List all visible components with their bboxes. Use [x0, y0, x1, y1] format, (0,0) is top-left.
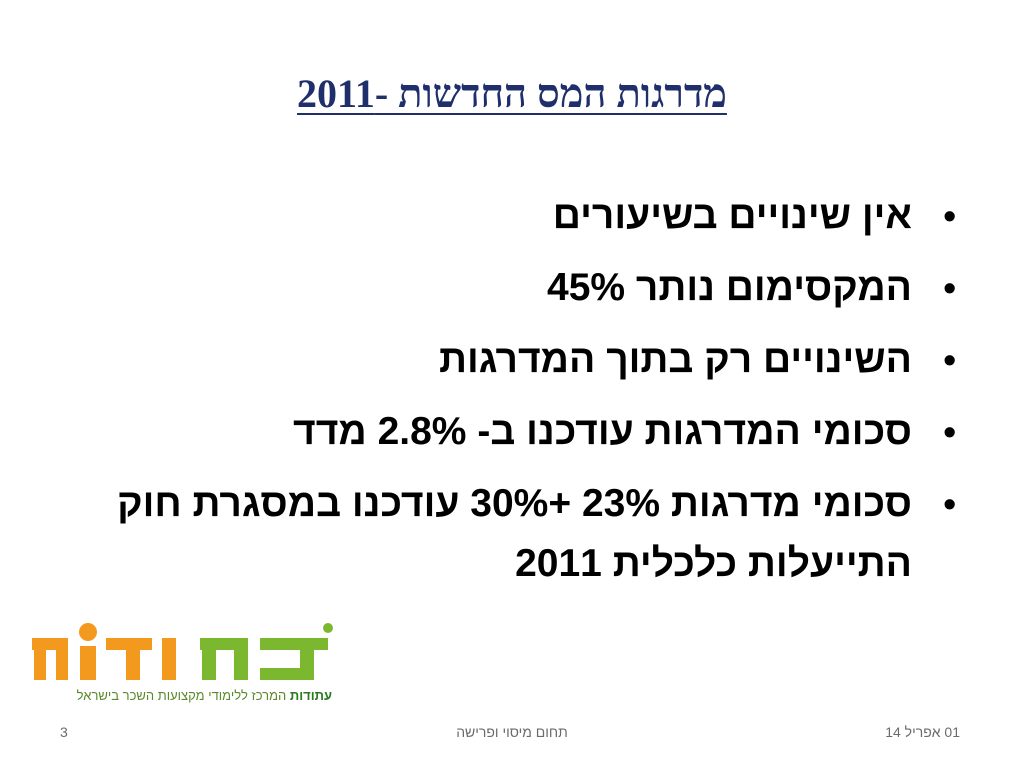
bullet-item: • סכומי המדרגות עודכנו ב- 2.8% מדד [20, 402, 960, 462]
logo-tagline: עתודות המרכז ללימודי מקצועות השכר בישראל [28, 688, 332, 703]
bullet-item: • אין שינויים בשיעורים [20, 186, 960, 246]
bullet-text: סכומי המדרגות עודכנו ב- 2.8% מדד [293, 410, 912, 453]
bullet-text: סכומי מדרגות 23% +30% עודכנו במסגרת חוק … [117, 482, 912, 585]
footer-center-text: תחום מיסוי ופרישה [456, 724, 568, 740]
bullet-icon: • [943, 483, 956, 524]
bullet-text: השינויים רק בתוך המדרגות [439, 338, 912, 381]
bullet-list: • אין שינויים בשיעורים • המקסימום נותר 4… [20, 186, 960, 606]
bullet-text: המקסימום נותר 45% [547, 266, 912, 309]
slide-title: מדרגות המס החדשות -2011 [0, 70, 1024, 117]
bullet-icon: • [943, 195, 956, 236]
page-number: 3 [60, 724, 68, 740]
bullet-icon: • [943, 339, 956, 380]
atudot-logo: עתודות המרכז ללימודי מקצועות השכר בישראל [28, 618, 338, 710]
slide-title-text: מדרגות המס החדשות -2011 [297, 71, 727, 116]
bullet-item: • השינויים רק בתוך המדרגות [20, 330, 960, 390]
logo-wordmark-icon [32, 623, 333, 680]
bullet-icon: • [943, 411, 956, 452]
logo-tagline-text: המרכז ללימודי מקצועות השכר בישראל [76, 688, 287, 703]
logo-tagline-brand: עתודות [289, 688, 332, 703]
bullet-icon: • [943, 267, 956, 308]
footer-date: 01 אפריל 14 [885, 724, 960, 740]
bullet-item: • סכומי מדרגות 23% +30% עודכנו במסגרת חו… [20, 474, 960, 594]
bullet-item: • המקסימום נותר 45% [20, 258, 960, 318]
bullet-text: אין שינויים בשיעורים [552, 194, 912, 237]
